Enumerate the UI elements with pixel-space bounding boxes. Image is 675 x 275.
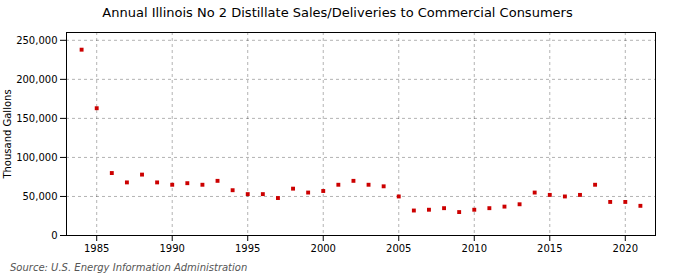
svg-text:2000: 2000	[311, 243, 336, 254]
svg-text:0: 0	[51, 230, 57, 241]
svg-text:Thousand Gallons: Thousand Gallons	[2, 89, 13, 179]
svg-text:50,000: 50,000	[23, 191, 58, 202]
svg-text:150,000: 150,000	[16, 113, 57, 124]
svg-text:1995: 1995	[235, 243, 260, 254]
html-text:Source: U.S. Energy Informatio: Source: U.S. Energy Information Administ…	[10, 262, 248, 273]
svg-text:2005: 2005	[386, 243, 411, 254]
svg-text:200,000: 200,000	[16, 74, 57, 85]
svg-text:2020: 2020	[613, 243, 638, 254]
svg-text:250,000: 250,000	[16, 35, 57, 46]
svg-text:2015: 2015	[537, 243, 562, 254]
html-text:Annual Illinois No 2 Distillat: Annual Illinois No 2 Distillate Sales/De…	[102, 5, 573, 20]
svg-text:1990: 1990	[159, 243, 184, 254]
svg-text:100,000: 100,000	[16, 152, 57, 163]
svg-text:1985: 1985	[84, 243, 109, 254]
svg-text:2010: 2010	[462, 243, 487, 254]
